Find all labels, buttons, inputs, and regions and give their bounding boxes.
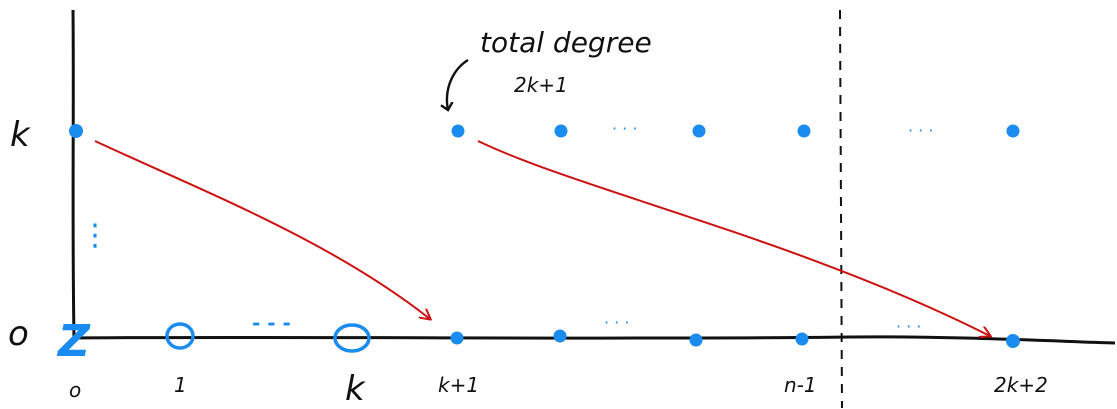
y-axis <box>71 9 76 339</box>
bottom-left-ellipsis: - - - <box>252 311 291 335</box>
top-right-ellipsis: · · · <box>908 121 933 140</box>
dot-bottom-2 <box>553 329 567 343</box>
dot-bottom-2k-plus-2 <box>1006 334 1020 348</box>
dot-top-0 <box>69 124 83 138</box>
dot-top-2 <box>554 124 568 138</box>
x-axis <box>71 335 1116 345</box>
dot-bottom-3 <box>689 333 703 347</box>
x-label-k-plus-1: k+1 <box>438 373 479 397</box>
dot-top-n-minus-1 <box>797 124 811 138</box>
annotation-arrow <box>447 58 469 110</box>
dashed-separator <box>839 9 843 409</box>
zero-circle-1 <box>165 322 195 350</box>
annotation-total-degree: total degree <box>480 26 652 59</box>
x-label-k: k <box>345 369 366 409</box>
top-mid-ellipsis: · · · <box>612 119 637 138</box>
differential-arrow-1 <box>94 140 430 319</box>
bottom-right-ellipsis: · · · <box>896 317 921 336</box>
x-label-2k-plus-2: 2k+2 <box>994 373 1048 397</box>
z-symbol: Z <box>56 316 91 367</box>
dot-bottom-k-plus-1 <box>450 331 464 345</box>
bottom-mid-ellipsis: · · · <box>604 313 629 332</box>
vertical-ellipsis: ⋮ <box>80 218 110 253</box>
dot-top-k-plus-1 <box>451 124 465 138</box>
y-label-0: o <box>8 314 29 354</box>
differential-arrow-2 <box>477 140 990 336</box>
zero-circle-k <box>333 323 371 353</box>
dot-bottom-n-minus-1 <box>795 332 809 346</box>
annotation-2k-plus-1: 2k+1 <box>514 73 568 97</box>
dot-top-3 <box>692 124 706 138</box>
x-label-1: 1 <box>174 373 187 397</box>
x-label-0: o <box>69 378 81 402</box>
x-label-n-minus-1: n-1 <box>784 373 817 397</box>
dot-top-2k-plus-2 <box>1006 124 1020 138</box>
y-label-k: k <box>10 115 31 155</box>
